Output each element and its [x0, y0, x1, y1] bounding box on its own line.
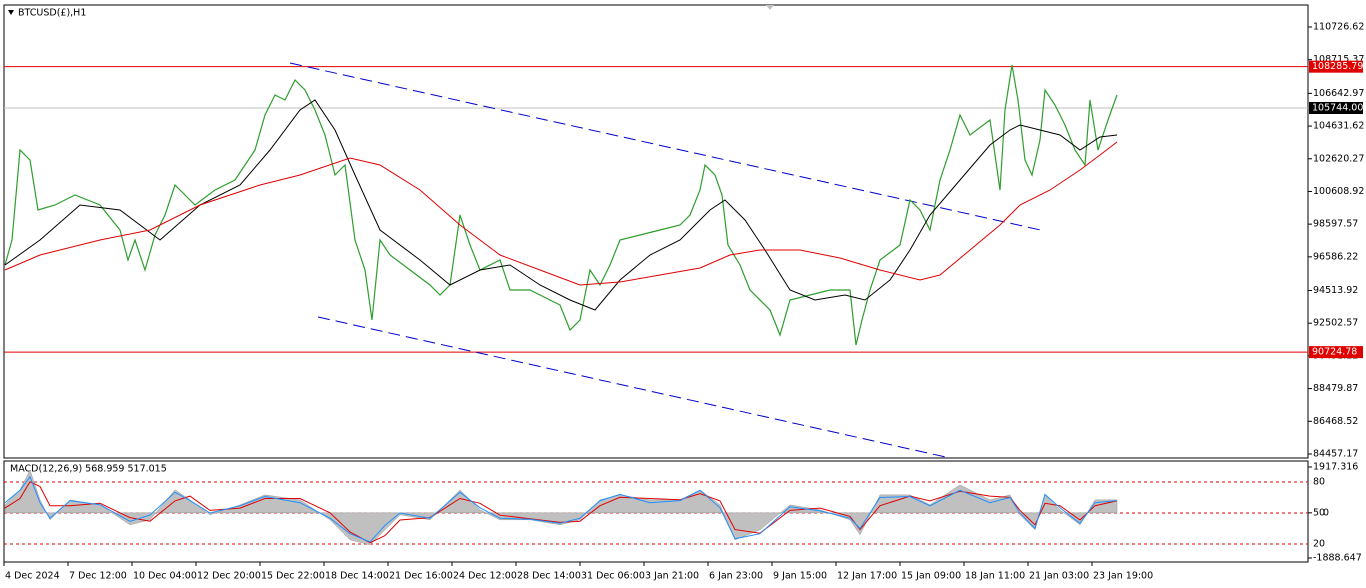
price-label-box: [1309, 60, 1363, 73]
y-tick-label: 108715.37: [1313, 54, 1364, 65]
x-tick-label: 24 Dec 12:00: [453, 571, 517, 582]
y-tick-label: 102620.27: [1313, 153, 1364, 164]
y-tick-label: 84457.17: [1313, 448, 1358, 459]
trend-line: [289, 62, 1046, 232]
price-line: [4, 64, 1118, 346]
macd-histogram: [4, 469, 1118, 546]
price-label-box: [1309, 101, 1363, 114]
y-tick-label: -1888.647: [1313, 552, 1362, 563]
x-tick-label: 18 Dec 14:00: [325, 571, 389, 582]
price-label-box: [1309, 346, 1363, 359]
y-tick-label: 0: [1323, 507, 1329, 518]
y2-tick-label: 80: [1313, 476, 1325, 487]
x-tick-label: 10 Dec 04:00: [133, 571, 197, 582]
oscillator-line: [4, 475, 1118, 543]
x-tick-label: 12 Jan 17:00: [837, 571, 897, 582]
x-tick-label: 15 Jan 09:00: [901, 571, 961, 582]
x-tick-label: 15 Dec 22:00: [261, 571, 325, 582]
y2-tick-label: 20: [1313, 539, 1325, 550]
indicator-title: MACD(12,26,9) 568.959 517.015: [10, 464, 167, 475]
moving-average: [4, 99, 1118, 311]
x-tick-label: 9 Jan 15:00: [773, 571, 827, 582]
chart-title: BTCUSD(£),H1: [18, 8, 86, 19]
y-tick-label: 88479.87: [1313, 383, 1358, 394]
signal-line: [4, 481, 1118, 544]
x-tick-label: 7 Dec 12:00: [69, 571, 127, 582]
moving-average: [4, 141, 1118, 286]
y2-tick-label: 50: [1313, 507, 1325, 518]
y-tick-label: 92502.57: [1313, 318, 1358, 329]
x-tick-label: 6 Jan 23:00: [709, 571, 763, 582]
y-tick-label: 104631.62: [1313, 121, 1364, 132]
x-tick-label: 18 Jan 11:00: [965, 571, 1025, 582]
x-tick-label: 23 Jan 19:00: [1093, 571, 1153, 582]
price-label: 90724.78: [1312, 347, 1357, 358]
x-tick-label: 28 Dec 14:00: [517, 571, 581, 582]
x-tick-label: 21 Dec 16:00: [389, 571, 453, 582]
y-tick-label: 86468.52: [1313, 416, 1358, 427]
y-tick-label: 96586.22: [1313, 251, 1358, 262]
main-panel: [3, 4, 1309, 459]
price-label: 105744.00: [1312, 102, 1363, 113]
shift-marker: [766, 5, 774, 10]
x-tick-label: 4 Dec 2024: [5, 571, 60, 582]
x-tick-label: 12 Dec 20:00: [197, 571, 261, 582]
x-tick-label: 31 Dec 06:00: [581, 571, 645, 582]
y-tick-label: 110726.62: [1313, 21, 1364, 32]
y-tick-label: 94513.92: [1313, 285, 1358, 296]
menu-arrow: [8, 10, 14, 15]
macd-panel: [3, 460, 1309, 563]
y-tick-label: 98597.57: [1313, 219, 1358, 230]
y-tick-label: 1917.316: [1313, 461, 1358, 472]
price-label: 108285.79: [1312, 61, 1363, 72]
x-tick-label: 21 Jan 03:00: [1029, 571, 1089, 582]
y-tick-label: 100608.92: [1313, 186, 1364, 197]
y-tick-label: 106642.97: [1313, 88, 1364, 99]
x-tick-label: 3 Jan 21:00: [645, 571, 699, 582]
